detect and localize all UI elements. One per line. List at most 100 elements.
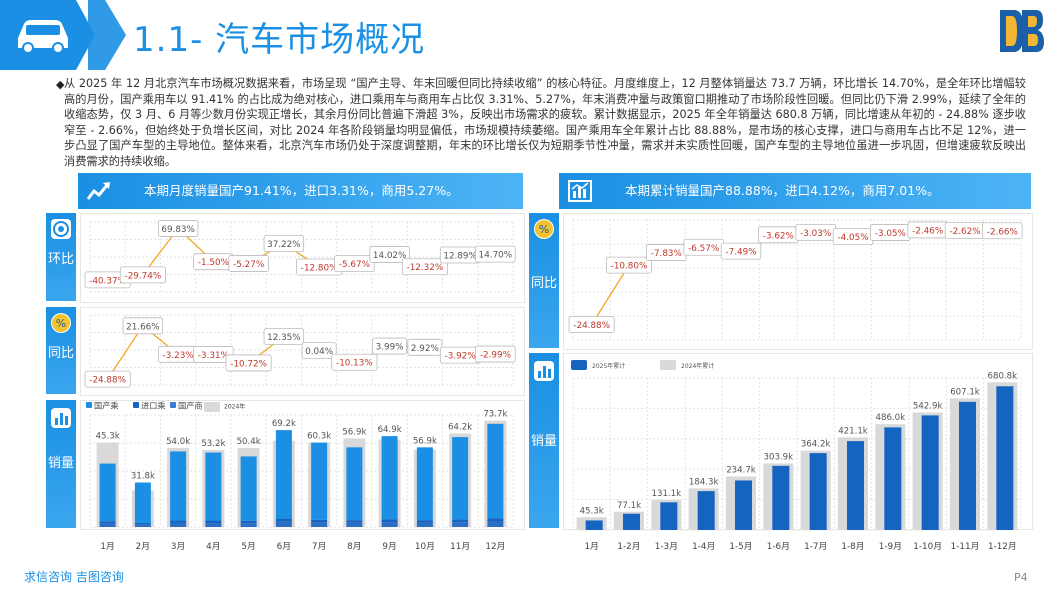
sales-bar-国产商: [452, 522, 469, 527]
side-label-cum-yoy-text: 同比: [530, 276, 557, 291]
side-label-cum-sales: 销量: [529, 353, 559, 528]
sales-total-label: 53.2k: [201, 439, 225, 449]
sales-bar-进口乘: [170, 520, 187, 523]
sales-total-label: 73.7k: [483, 410, 507, 420]
sales-bar-国产乘: [346, 447, 363, 521]
cyoy-point-label-box: [606, 256, 653, 274]
sales-bar-国产商: [134, 524, 151, 527]
yoy-point-label-box: [331, 353, 378, 371]
side-label-mom: 环比: [46, 213, 76, 301]
bullet-icon: ◆: [56, 78, 65, 91]
sales-x-tick: 6月: [277, 541, 291, 552]
side-label-yoy-text: 同比: [47, 346, 74, 361]
car-icon: [18, 20, 68, 54]
yoy-point-label: -3.23%: [163, 351, 194, 361]
csales-bar-2025: [996, 386, 1014, 530]
csales-legend-label: 2024年累计: [681, 362, 714, 370]
csales-x-tick: 1-6月: [767, 541, 790, 552]
mom-point-label: 37.22%: [267, 240, 301, 250]
cyoy-point-label: -7.83%: [651, 249, 682, 259]
sales-bar-国产商: [346, 522, 363, 527]
yoy-point-label: -3.92%: [445, 352, 476, 362]
cyoy-point-label: -2.46%: [912, 226, 943, 236]
sales-bar-进口乘: [416, 520, 433, 523]
yoy-point-label-box: [372, 337, 408, 355]
sales-x-tick: 8月: [347, 541, 361, 552]
yoy-point-label-box: [225, 354, 272, 372]
sales-bar-国产商: [99, 523, 116, 527]
sales-x-tick: 10月: [415, 541, 435, 552]
mom-point-label-box: [401, 258, 448, 276]
sales-bar-国产乘: [134, 482, 151, 523]
sales-total-label: 64.9k: [378, 425, 402, 435]
side-label-cum-yoy: % 同比: [529, 213, 559, 348]
mom-point-label: 14.70%: [479, 251, 513, 261]
csales-x-tick: 1-7月: [804, 541, 827, 552]
sales-x-tick: 11月: [450, 541, 470, 552]
cyoy-point-label: -2.66%: [987, 227, 1018, 237]
side-label-yoy: % 同比: [46, 307, 76, 394]
mom-point-label: -29.74%: [125, 271, 162, 281]
sales-total-label: 69.2k: [272, 419, 296, 429]
sales-x-tick: 7月: [312, 541, 326, 552]
csales-total-label: 234.7k: [726, 465, 756, 475]
cyoy-point-label: -6.57%: [688, 244, 719, 254]
sales-total-label: 45.3k: [96, 432, 120, 442]
mom-point-label-box: [263, 235, 305, 253]
csales-total-label: 184.3k: [689, 477, 719, 487]
bar-icon: [51, 408, 71, 428]
sales-bar-国产乘: [99, 463, 116, 522]
sales-legend-swatch: [86, 402, 92, 408]
left-banner: 本期月度销量国产91.41%，进口3.31%，商用5.27%。: [78, 173, 523, 209]
sales-bar-国产乘: [240, 456, 257, 521]
sales-bar-国产乘: [381, 436, 398, 520]
sales-bar-国产商: [205, 523, 222, 527]
sales-total-label: 54.0k: [166, 437, 190, 447]
csales-bar-2025: [735, 480, 752, 530]
sales-x-tick: 2月: [136, 541, 150, 552]
sales-legend-swatch: [170, 402, 176, 408]
side-label-sales-text: 销量: [47, 456, 74, 471]
page-number: P4: [1014, 571, 1028, 584]
sales-total-label: 64.2k: [448, 422, 472, 432]
csales-bar-2025: [884, 427, 902, 530]
csales-total-label: 364.2k: [801, 440, 831, 450]
cyoy-point-label-box: [982, 222, 1023, 240]
csales-legend-swatch: [660, 360, 676, 370]
mom-point-label: 12.89%: [443, 251, 477, 261]
csales-total-label: 421.1k: [838, 426, 868, 436]
csales-bar-2025: [809, 453, 827, 530]
csales-total-label: 131.1k: [652, 489, 682, 499]
csales-total-label: 77.1k: [617, 501, 641, 511]
yoy-point-label-box: [84, 370, 131, 388]
csales-total-label: 607.1k: [950, 387, 980, 397]
footer-links[interactable]: 求信咨询 吉图咨询: [24, 570, 124, 584]
yoy-point-label: -2.99%: [480, 351, 511, 361]
cyoy-point-label: -3.62%: [763, 231, 794, 241]
yoy-point-label-box: [301, 342, 337, 359]
sales-total-label: 60.3k: [307, 432, 331, 442]
sales-total-label: 50.4k: [237, 437, 261, 447]
yoy-point-label: 2.92%: [411, 344, 439, 354]
csales-x-tick: 1-9月: [879, 541, 902, 552]
csales-bar-2025: [959, 401, 976, 530]
sales-legend-swatch: [133, 402, 139, 408]
mom-point-label: -12.32%: [407, 263, 444, 273]
sales-bar-国产乘: [416, 447, 433, 521]
mom-point-label-box: [228, 255, 269, 272]
header-band: [0, 0, 1053, 70]
csales-x-tick: 1-3月: [655, 541, 678, 552]
sales-total-label: 56.9k: [342, 427, 366, 437]
csales-x-tick: 1-8月: [841, 541, 864, 552]
mom-point-label: -1.50%: [198, 258, 229, 268]
mom-point-label: -5.27%: [233, 260, 264, 270]
mom-point-label: 14.02%: [373, 251, 407, 261]
mom-point-label-box: [157, 220, 199, 237]
yoy-point-label: -10.72%: [230, 359, 267, 369]
cyoy-point-label: -3.03%: [800, 229, 831, 239]
sales-bar-进口乘: [346, 520, 363, 523]
csales-total-label: 303.9k: [764, 452, 794, 462]
csales-x-tick: 1-11月: [951, 541, 980, 552]
summary-text: 从 2025 年 12 月北京汽车市场概况数据来看，市场呈现 “国产主导、年末回…: [64, 77, 1026, 168]
